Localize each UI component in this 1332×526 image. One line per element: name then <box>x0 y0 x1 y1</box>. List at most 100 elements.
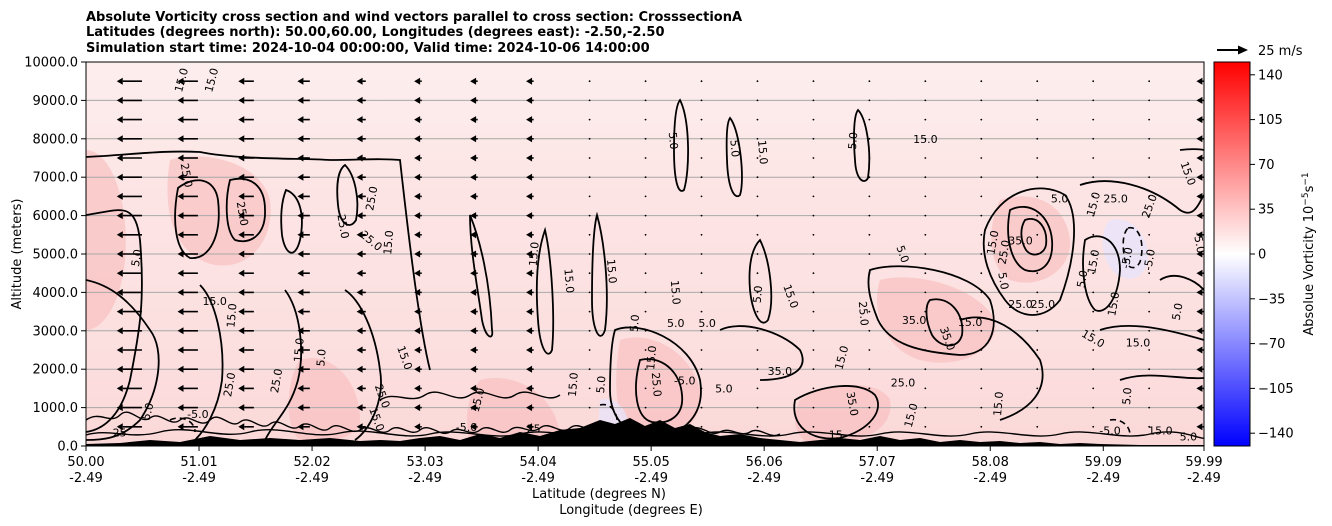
contour-label: -5.0 <box>674 375 695 388</box>
wind-vector-dot <box>588 253 591 255</box>
wind-vector-head <box>297 308 304 316</box>
wind-vector-dot <box>812 118 815 121</box>
wind-vectors <box>75 77 1204 431</box>
wind-vector-head <box>1196 212 1203 220</box>
wind-vector-head <box>470 96 477 104</box>
contour-label: 15.0 <box>292 337 307 363</box>
contour-label: 5.0 <box>594 375 608 394</box>
wind-vector-head <box>177 173 184 181</box>
wind-vector-dot <box>756 233 759 236</box>
wind-vector-dot <box>756 425 759 428</box>
wind-vector-dot <box>924 329 927 332</box>
wind-vector-head <box>414 77 421 85</box>
wind-vector-head <box>356 212 363 220</box>
wind-vector-head <box>238 231 245 239</box>
wind-vector-dot <box>700 387 703 390</box>
contour-label: 25.0 <box>856 301 871 327</box>
wind-vector-head <box>356 250 363 258</box>
wind-vector-dot <box>1036 329 1039 332</box>
plot-area: 15.0 15.025.025.0 25.025.025.015.05.015.01… <box>75 62 1204 446</box>
wind-vector-head <box>1196 308 1203 316</box>
wind-vector-dot <box>812 310 815 313</box>
colorbar-tick-label: −35 <box>1258 292 1285 307</box>
contour-label: 15.0 <box>1126 336 1151 349</box>
wind-vector-head <box>238 288 245 296</box>
wind-vector-dot <box>588 425 591 428</box>
wind-vector-dot <box>812 291 815 294</box>
wind-vector-dot <box>980 118 983 121</box>
wind-vector-dot <box>700 137 703 140</box>
y-tick-label: 9000.0 <box>33 94 79 109</box>
wind-vector-head <box>75 423 81 430</box>
wind-vector-dot <box>588 349 591 351</box>
x-tick-label-longitude: -2.49 <box>1187 471 1221 486</box>
colorbar: 140 105 70 35 0 −35 −70 −105 −140 Absolue Vortic… <box>1213 61 1317 447</box>
wind-vector-dot <box>812 233 815 236</box>
wind-vector-dot <box>924 253 927 255</box>
wind-vector-dot <box>644 329 647 332</box>
wind-vector-head <box>470 346 477 354</box>
wind-vector-head <box>1196 269 1203 277</box>
wind-vector-dot <box>644 233 647 236</box>
wind-vector-dot <box>812 80 815 83</box>
contour-labels: 15.0 15.025.025.0 25.025.025.015.05.015.01… <box>113 67 1204 444</box>
wind-vector-dot <box>1148 272 1151 275</box>
wind-vector-dot <box>1036 272 1039 275</box>
wind-vector-head <box>1196 365 1203 373</box>
wind-vector-head <box>356 327 363 335</box>
wind-vector-dot <box>756 349 759 351</box>
wind-vector-dot <box>588 368 591 371</box>
wind-vector-head <box>116 77 123 85</box>
contour-label: 5.0 <box>129 248 145 267</box>
quiver-key-arrowhead-icon <box>1238 45 1248 55</box>
wind-vector-dot <box>588 118 591 121</box>
contour-label: 15.0 <box>913 133 938 146</box>
wind-vector-dot <box>644 291 647 294</box>
contour-label: 15.0 <box>755 140 770 166</box>
wind-vector-dot <box>1036 349 1039 351</box>
contour-label: 15.0 <box>644 345 659 371</box>
x-tick-label-latitude: 51.01 <box>180 455 217 470</box>
wind-vector-dot <box>1148 406 1151 409</box>
wind-vector-head <box>116 327 123 335</box>
wind-vector-dot <box>644 118 647 121</box>
wind-vector-dot <box>1092 253 1095 255</box>
wind-vector-dot <box>644 80 647 83</box>
contour-label: 15.0 <box>604 259 619 285</box>
wind-vector-head <box>238 154 245 162</box>
wind-vector-head <box>526 327 533 335</box>
wind-vector-dot <box>812 329 815 332</box>
contour-label: 25.0 <box>234 201 251 227</box>
wind-vector-head <box>297 231 304 239</box>
contour-label: 5.0 <box>628 314 642 333</box>
wind-vector-dot <box>756 253 759 255</box>
wind-vector-head <box>177 384 184 392</box>
wind-vector-dot <box>700 99 703 102</box>
contour-label: 25.0 <box>649 372 664 398</box>
contour-label: 5.0 <box>727 139 741 158</box>
contour-label: 25.0 <box>178 162 195 188</box>
wind-vector-dot <box>812 99 815 102</box>
x-tick-label-latitude: 59.99 <box>1185 455 1222 470</box>
wind-vector-dot <box>980 291 983 294</box>
contour-label: 5.0 <box>698 317 716 330</box>
wind-vector-dot <box>1092 157 1095 159</box>
contour-label: 15.0 <box>381 230 396 256</box>
y-tick-label: 3000.0 <box>33 324 79 339</box>
contour-label: 35.0 <box>902 314 927 327</box>
contour-label: 5.0 <box>893 244 911 265</box>
wind-vector-dot <box>868 291 871 294</box>
wind-vector-head <box>1196 423 1203 431</box>
x-tick-label-longitude: -2.49 <box>1086 471 1120 486</box>
wind-vector-head <box>297 77 304 85</box>
wind-vector-head <box>356 269 363 277</box>
wind-vector-dot <box>756 137 759 140</box>
wind-vector-dot <box>868 176 871 179</box>
colorbar-tick-label: 35 <box>1258 203 1275 218</box>
wind-vector-dot <box>868 349 871 351</box>
chart-title-line-1: Absolute Vorticity cross section and win… <box>86 10 742 25</box>
wind-vector-dot <box>644 310 647 313</box>
contour-label: 25.0 <box>600 428 625 441</box>
contour-label: 15.0 <box>172 67 191 94</box>
wind-vector-dot <box>812 387 815 390</box>
